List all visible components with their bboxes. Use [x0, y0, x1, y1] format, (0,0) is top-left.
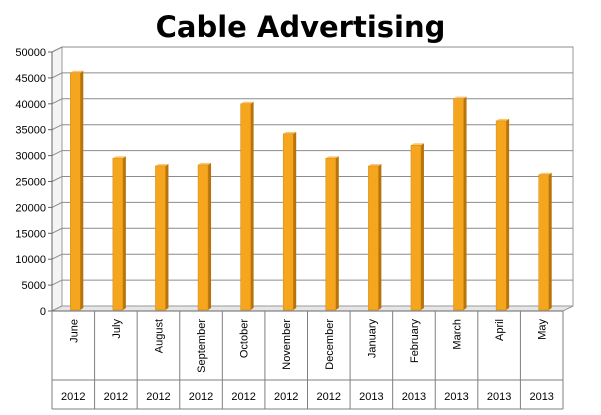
bar-top: [240, 101, 254, 104]
x-tick-label: March: [452, 319, 464, 350]
gridline: [51, 98, 573, 105]
bar-side: [165, 163, 169, 310]
year-label: 2013: [529, 391, 553, 403]
gridline: [51, 279, 573, 286]
bar: [495, 120, 507, 311]
y-tick-label: 30000: [15, 151, 46, 163]
bar-top: [283, 131, 297, 134]
year-label: 2013: [444, 391, 468, 403]
bar: [453, 98, 464, 311]
bar: [325, 157, 337, 311]
year-label: 2013: [402, 391, 426, 403]
bar-side: [208, 162, 212, 310]
gridline: [51, 201, 573, 208]
y-tick-label: 40000: [15, 99, 46, 111]
gridline: [51, 150, 573, 157]
bar-top: [70, 70, 84, 73]
year-label: 2012: [61, 391, 85, 403]
year-label: 2013: [487, 391, 511, 403]
bar: [240, 103, 251, 311]
x-tick-label: February: [409, 319, 421, 364]
bar: [197, 164, 209, 311]
bar: [282, 133, 294, 311]
bar-top: [198, 162, 212, 165]
year-label: 2012: [317, 391, 341, 403]
y-tick-label: 45000: [15, 73, 46, 85]
y-tick-label: 35000: [15, 125, 46, 137]
x-tick-label: June: [68, 319, 80, 343]
bar: [70, 72, 81, 311]
year-label: 2012: [274, 391, 298, 403]
x-tick-label: May: [537, 319, 549, 340]
bar-top: [538, 172, 552, 175]
gridline: [51, 227, 573, 234]
bar-side: [378, 163, 382, 310]
gridline: [51, 176, 573, 182]
x-tick-label: November: [281, 319, 293, 370]
gridline: [51, 46, 573, 53]
bar: [112, 157, 124, 311]
x-tick-label: December: [324, 319, 336, 370]
bar: [410, 144, 422, 311]
gridline: [51, 72, 573, 79]
year-label: 2012: [146, 391, 170, 403]
gridline: [51, 124, 573, 131]
y-tick-label: 15000: [15, 228, 46, 240]
bar-side: [463, 96, 467, 311]
bar-side: [506, 118, 510, 310]
x-tick-label: September: [196, 319, 208, 373]
bar-top: [325, 156, 339, 159]
bar-side: [548, 172, 552, 310]
floor: [51, 305, 574, 312]
bar: [368, 165, 379, 311]
bar-top: [410, 143, 424, 146]
x-tick-label: October: [239, 319, 251, 358]
bar-side: [122, 156, 126, 310]
bar-top: [453, 96, 467, 99]
y-tick-label: 20000: [15, 202, 46, 214]
bar-top: [155, 163, 169, 166]
year-label: 2012: [231, 391, 255, 403]
bar-side: [420, 143, 424, 310]
y-tick-label: 10000: [15, 254, 46, 266]
bar-side: [250, 101, 254, 310]
bar: [155, 165, 166, 311]
y-tick-label: 5000: [22, 280, 46, 292]
bar-top: [112, 156, 126, 159]
bar-top: [496, 118, 510, 121]
year-label: 2012: [189, 391, 213, 403]
bar-top: [368, 163, 382, 166]
x-tick-label: August: [153, 319, 165, 353]
x-tick-label: April: [494, 319, 506, 341]
y-tick-label: 0: [40, 306, 46, 318]
year-label: 2012: [104, 391, 128, 403]
year-label: 2013: [359, 391, 383, 403]
x-tick-label: July: [111, 319, 123, 339]
y-tick-label: 50000: [15, 47, 46, 59]
bar-side: [335, 156, 339, 310]
chart-title: Cable Advertising: [155, 10, 446, 44]
x-tick-label: January: [366, 319, 378, 359]
y-tick-label: 25000: [15, 177, 46, 189]
bar-side: [80, 70, 84, 310]
bar: [538, 174, 549, 311]
gridline: [51, 253, 573, 260]
bar-side: [293, 131, 297, 310]
